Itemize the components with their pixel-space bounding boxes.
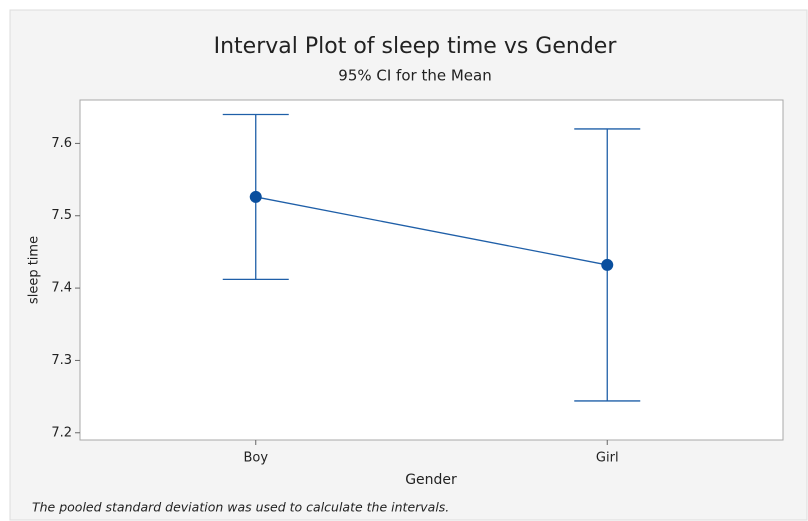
y-tick-label: 7.5 bbox=[51, 208, 72, 223]
y-tick-label: 7.2 bbox=[51, 425, 72, 440]
chart-subtitle: 95% CI for the Mean bbox=[338, 67, 491, 85]
y-axis-label: sleep time bbox=[27, 236, 42, 304]
y-tick-label: 7.6 bbox=[51, 136, 72, 151]
x-tick-label: Boy bbox=[243, 451, 268, 466]
mean-line bbox=[255, 196, 608, 266]
footnote: The pooled standard deviation was used t… bbox=[32, 500, 449, 515]
mean-marker bbox=[601, 258, 614, 271]
x-axis-label: Gender bbox=[405, 472, 457, 488]
chart-title: Interval Plot of sleep time vs Gender bbox=[214, 34, 618, 59]
plot-area bbox=[79, 99, 784, 441]
mean-marker bbox=[249, 190, 262, 203]
y-tick-label: 7.3 bbox=[51, 353, 72, 368]
y-tick-label: 7.4 bbox=[51, 281, 72, 296]
x-tick-label: Girl bbox=[596, 451, 619, 466]
